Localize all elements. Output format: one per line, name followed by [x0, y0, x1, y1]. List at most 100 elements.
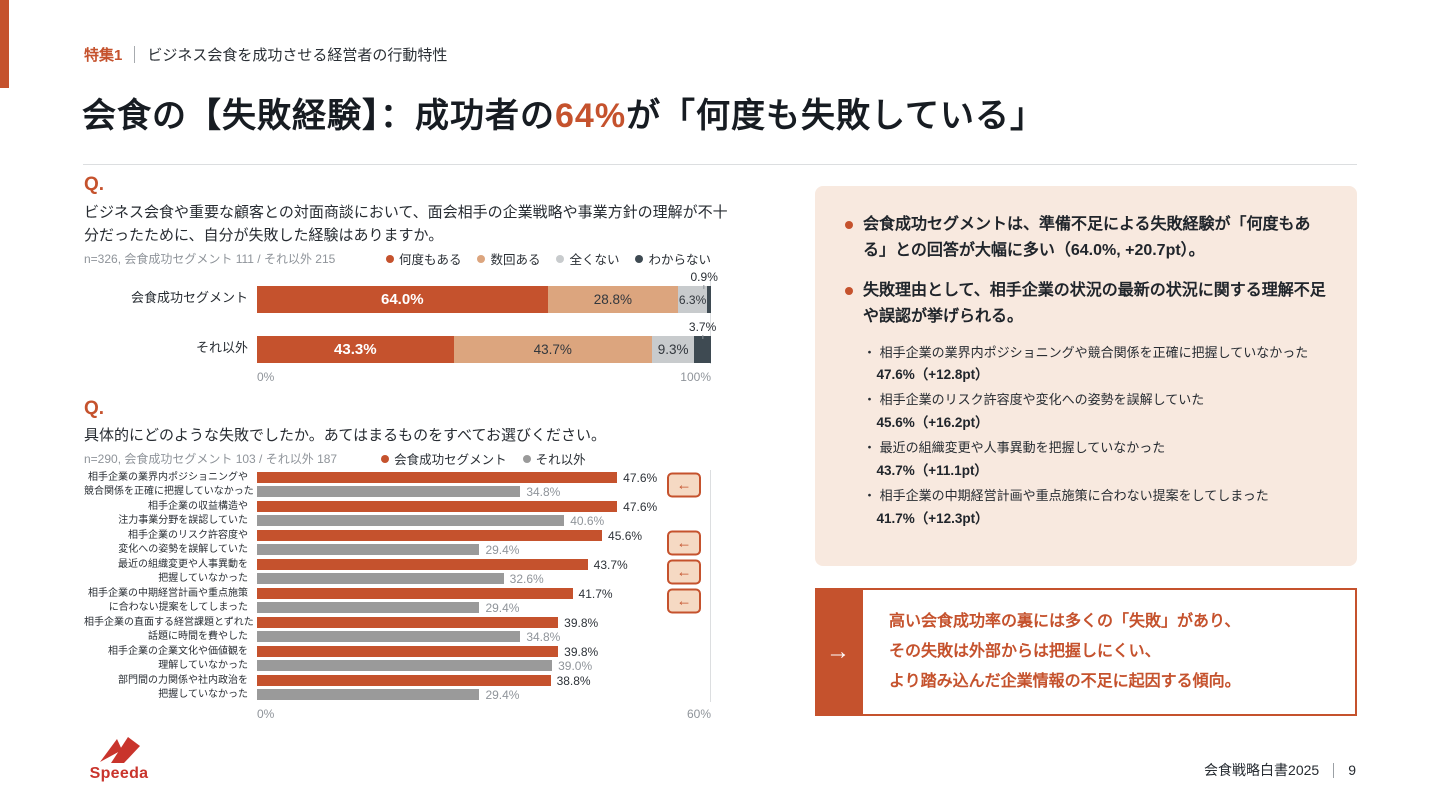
bar: [257, 573, 504, 584]
bar: [257, 501, 618, 512]
legend-dot-icon: [381, 454, 390, 463]
axis-spacer: [84, 707, 248, 721]
chart2-axis-max: 60%: [686, 707, 711, 721]
bar-segment: 6.3%: [678, 286, 707, 313]
legend-dot-icon: [635, 254, 644, 263]
chart2-axis-labels: 0% 60%: [257, 707, 711, 721]
legend-item: 全くない: [556, 249, 619, 268]
bar-line: 34.8%: [257, 485, 711, 499]
grouped-chart-row: 最近の組織変更や人事異動を 把握していなかった 43.7% 32.6% ←: [84, 557, 711, 586]
section-kicker: 特集1 ビジネス会食を成功させる経営者の行動特性: [84, 44, 447, 65]
callout-line: 高い会食成功率の裏には多くの「失敗」があり、: [889, 613, 1241, 630]
grouped-bar-area: 41.7% 29.4% ←: [257, 586, 711, 615]
chart1-axis: 0% 100%: [84, 370, 711, 384]
grouped-row-label: 相手企業の直面する経営課題とずれた 話題に時間を費やした: [84, 616, 254, 642]
grouped-row-label: 相手企業の中期経営計画や重点施策 に合わない提案をしてしまった: [84, 587, 248, 613]
bar-segment: 28.8%: [547, 286, 679, 313]
grouped-row-label: 相手企業の業界内ポジショニングや 競合関係を正確に把握していなかった: [84, 471, 254, 497]
left-arrow-chip: ←: [667, 559, 701, 584]
brand-logo: Speeda: [86, 736, 152, 783]
grouped-row-label-line: 変化への姿勢を誤解していた: [118, 543, 248, 555]
page-number: 9: [1348, 762, 1356, 778]
stacked-chart-rows: 会食成功セグメント 64.0% 28.8% 6.3% 0.9% それ以外 43.3% 43.7…: [84, 270, 718, 363]
grouped-chart-row: 相手企業の企業文化や価値観を 理解していなかった 39.8% 39.0%: [84, 644, 711, 673]
reason-value: 45.6%（+16.2pt）: [876, 415, 989, 431]
bar-line: 29.4%: [257, 600, 711, 615]
grouped-bar-area: 39.8% 34.8%: [257, 615, 711, 644]
legend-label: それ以外: [535, 453, 586, 467]
grouped-row-label-line: 相手企業の企業文化や価値観を: [108, 646, 248, 658]
bar-line: 39.8%: [257, 644, 711, 659]
grouped-row-label-line: 把握していなかった: [158, 572, 248, 584]
segment-callout-label: 0.9%: [691, 270, 718, 289]
bar-value-label: 39.8%: [564, 615, 599, 630]
document-title: 会食戦略白書2025: [1204, 762, 1320, 778]
grouped-bar-area: 43.7% 32.6% ←: [257, 557, 711, 586]
bar-line: 34.8%: [257, 630, 711, 644]
stacked-bar-area: 64.0% 28.8% 6.3% 0.9%: [257, 270, 718, 313]
title-highlight: 64%: [555, 97, 627, 135]
bar: [257, 689, 480, 700]
bar: [257, 617, 559, 628]
kicker-label: 特集1: [84, 47, 123, 64]
bar-line: 47.6%: [257, 471, 711, 485]
legend-item: それ以外: [522, 449, 586, 468]
kicker-divider: [134, 46, 136, 63]
grouped-row-label-line: 相手企業の業界内ポジショニングや: [88, 472, 248, 484]
grouped-chart-row: 部門間の力関係や社内政治を 把握していなかった 38.8% 29.4%: [84, 673, 711, 702]
grouped-bar-area: 38.8% 29.4%: [257, 673, 711, 702]
insight-bullet-text: 会食成功セグメントは、準備不足による失敗経験が「何度もある」との回答が大幅に多い…: [863, 216, 1311, 259]
stacked-bar: 64.0% 28.8% 6.3%: [257, 286, 711, 313]
bullet-dot-icon: [845, 221, 853, 229]
bar: [257, 588, 573, 599]
bar: [257, 602, 480, 613]
reason-value: 41.7%（+12.3pt）: [876, 511, 989, 526]
reason-value: 47.6%（+12.8pt）: [876, 367, 989, 383]
callout-line: より踏み込んだ企業情報の不足に起因する傾向。: [889, 673, 1241, 690]
stacked-bar: 43.3% 43.7% 9.3%: [257, 336, 711, 363]
bar: [257, 631, 521, 642]
bar-value-label: 43.7%: [593, 557, 628, 572]
question2-text: 具体的にどのような失敗でしたか。あてはまるものをすべてお選びください。: [84, 427, 607, 444]
bar-line: 41.7%: [257, 587, 711, 601]
title-text-post: が「何度も失敗している」: [626, 97, 1046, 135]
chart2-axis: 0% 60%: [84, 707, 711, 721]
bar-value-label: 39.8%: [564, 644, 599, 659]
bar-line: 43.7%: [257, 557, 711, 572]
legend-label: 数回ある: [490, 253, 541, 267]
bar-value-label: 38.8%: [556, 673, 591, 688]
question1-text: ビジネス会食や重要な顧客との対面商談において、面会相手の企業戦略や事業方針の理解…: [84, 204, 728, 245]
stacked-row-label: それ以外: [195, 340, 248, 355]
grouped-chart-row: 相手企業の業界内ポジショニングや 競合関係を正確に把握していなかった 47.6% 34…: [84, 470, 711, 499]
bar-line: 29.4%: [257, 688, 711, 702]
legend-label: 全くない: [569, 253, 620, 267]
title-divider: [83, 164, 1357, 165]
grouped-chart-row: 相手企業の中期経営計画や重点施策 に合わない提案をしてしまった 41.7% 29.4%…: [84, 586, 711, 615]
axis-spacer: [84, 370, 248, 384]
grouped-bar-area: 39.8% 39.0%: [257, 644, 711, 673]
reason-value: 43.7%（+11.1pt）: [876, 463, 988, 479]
bar-line: 32.6%: [257, 572, 711, 586]
brand-wordmark: Speeda: [89, 765, 149, 782]
chart1-axis-labels: 0% 100%: [257, 370, 711, 384]
legend-label: 会食成功セグメント: [394, 453, 507, 467]
bar-line: 47.6%: [257, 500, 711, 514]
bar-value-label: 29.4%: [485, 600, 520, 615]
grouped-row-label: 相手企業の企業文化や価値観を 理解していなかった: [84, 645, 248, 671]
insight-panel: 会食成功セグメントは、準備不足による失敗経験が「何度もある」との回答が大幅に多い…: [815, 186, 1357, 566]
bar-line: 39.0%: [257, 659, 711, 673]
callout-line: その失敗は外部からは把握しにくい、: [889, 643, 1161, 660]
legend-dot-icon: [556, 254, 565, 263]
chart2-axis-min: 0%: [257, 707, 275, 721]
chart2-legend: 会食成功セグメント それ以外: [381, 449, 586, 468]
chart2-meta: n=290, 会食成功セグメント 103 / それ以外 187 会食成功セグメン…: [84, 449, 711, 468]
bar: [257, 559, 588, 570]
bar-line: 40.6%: [257, 514, 711, 528]
bar-segment: 64.0%: [257, 286, 548, 313]
bar: [257, 646, 559, 657]
legend-dot-icon: [385, 254, 394, 263]
grouped-bar-area: 45.6% 29.4% ←: [257, 528, 711, 557]
bar-segment: 43.3%: [257, 336, 454, 363]
conclusion-callout: → 高い会食成功率の裏には多くの「失敗」があり、 その失敗は外部からは把握しにく…: [815, 588, 1357, 716]
bird-logo-icon: [100, 737, 140, 763]
